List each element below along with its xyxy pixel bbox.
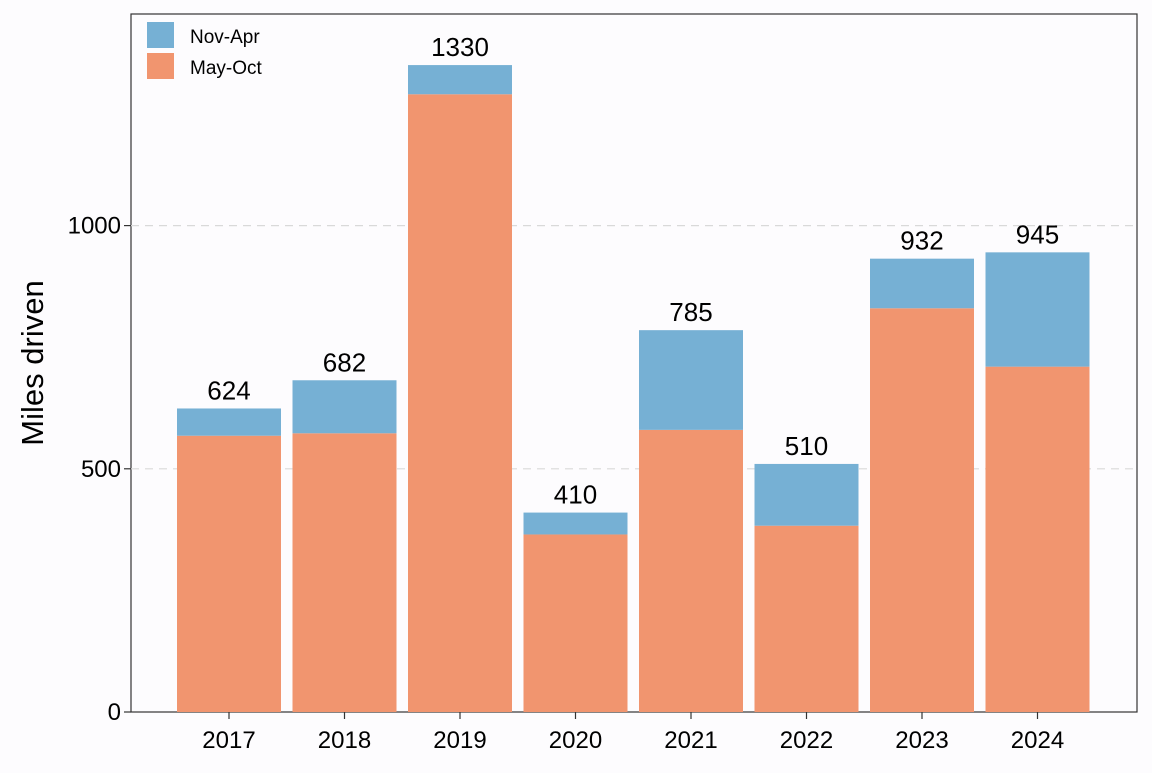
bar-may-oct-2018 — [292, 433, 397, 712]
bar-nov-apr-2024 — [985, 252, 1090, 367]
y-tick-label-1000: 1000 — [68, 213, 121, 240]
data-label-2022: 510 — [785, 431, 828, 461]
data-label-2021: 785 — [669, 297, 712, 327]
bar-nov-apr-2017 — [177, 408, 281, 436]
x-tick-label-2018: 2018 — [318, 727, 371, 754]
data-label-2019: 1330 — [431, 32, 489, 62]
x-tick-label-2019: 2019 — [433, 727, 486, 754]
data-label-2018: 682 — [323, 347, 366, 377]
bar-total-labels: 624 682 1330 410 785 510 932 945 — [207, 32, 1059, 509]
y-tick-label-500: 500 — [81, 456, 121, 483]
x-tick-label-2021: 2021 — [664, 727, 717, 754]
data-label-2020: 410 — [554, 480, 597, 510]
bar-may-oct-2021 — [639, 429, 743, 712]
y-axis-title: Miles driven — [15, 280, 50, 445]
legend-swatch-may-oct — [147, 53, 174, 79]
bar-nov-apr-2022 — [754, 463, 859, 526]
data-label-2024: 945 — [1016, 219, 1059, 249]
x-tick-label-2017: 2017 — [202, 727, 255, 754]
legend: Nov-Apr May-Oct — [147, 22, 263, 79]
x-tick-label-2023: 2023 — [895, 727, 948, 754]
bar-nov-apr-2019 — [408, 65, 512, 95]
x-tick-label-2022: 2022 — [780, 727, 833, 754]
bar-may-oct-2020 — [523, 534, 628, 712]
bar-may-oct-2024 — [985, 366, 1090, 712]
legend-swatch-nov-apr — [147, 22, 174, 48]
bar-may-oct-2019 — [408, 94, 512, 713]
bar-nov-apr-2023 — [870, 258, 974, 309]
x-tick-label-2024: 2024 — [1011, 727, 1064, 754]
bar-may-oct-2017 — [177, 435, 281, 712]
bar-nov-apr-2020 — [523, 512, 628, 535]
bar-may-oct-2023 — [870, 308, 974, 712]
legend-label-nov-apr: Nov-Apr — [190, 27, 260, 48]
data-label-2017: 624 — [207, 375, 250, 405]
y-tick-label-0: 0 — [108, 699, 121, 726]
bar-may-oct-2022 — [754, 525, 859, 712]
bar-nov-apr-2018 — [292, 380, 397, 434]
legend-label-may-oct: May-Oct — [190, 58, 263, 79]
axes: 2017 2018 2019 2020 2021 2022 2023 2024 0 500 1000 — [68, 213, 1065, 754]
bar-nov-apr-2021 — [639, 330, 743, 430]
x-tick-label-2020: 2020 — [549, 727, 602, 754]
data-label-2023: 932 — [900, 226, 943, 256]
bars — [177, 65, 1090, 713]
